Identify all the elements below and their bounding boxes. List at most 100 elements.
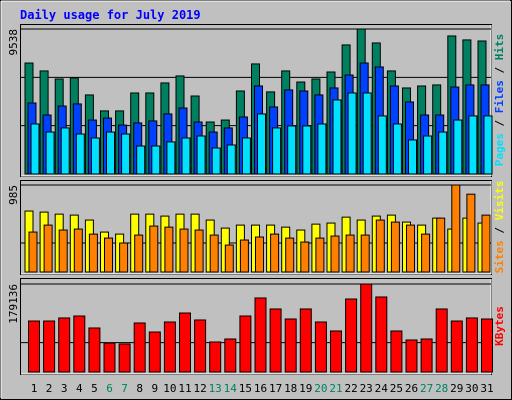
x-tick-label: 23 bbox=[360, 382, 373, 395]
x-tick-label: 21 bbox=[329, 382, 342, 395]
legend-entry: KBytes bbox=[493, 306, 506, 346]
bar bbox=[406, 224, 415, 273]
bar bbox=[465, 317, 478, 373]
x-tick-label: 20 bbox=[314, 382, 327, 395]
bar bbox=[28, 231, 38, 273]
bar bbox=[257, 113, 266, 175]
bar bbox=[179, 312, 191, 373]
chart-title: Daily usage for July 2019 bbox=[20, 8, 201, 22]
legend-entry: Sites bbox=[493, 240, 506, 273]
bar bbox=[362, 92, 372, 175]
x-tick-label: 24 bbox=[375, 382, 389, 395]
x-tick-label: 29 bbox=[450, 382, 463, 395]
x-tick-label: 30 bbox=[465, 382, 478, 395]
x-tick-label: 7 bbox=[121, 382, 128, 395]
bar bbox=[194, 229, 204, 273]
bar bbox=[315, 237, 325, 273]
bar bbox=[269, 308, 282, 373]
bar bbox=[75, 133, 85, 175]
bar bbox=[103, 342, 116, 373]
bar bbox=[90, 137, 100, 175]
bar bbox=[43, 320, 56, 373]
legend: Sites / Visits bbox=[493, 181, 506, 274]
y-tick-label: 179136 bbox=[7, 284, 20, 324]
bar bbox=[420, 338, 433, 373]
x-tick-label: 5 bbox=[91, 382, 98, 395]
bar bbox=[58, 229, 68, 273]
legend-entry: Files bbox=[493, 80, 506, 113]
bar bbox=[392, 123, 402, 175]
bar bbox=[375, 296, 388, 373]
bar bbox=[302, 125, 312, 175]
bar bbox=[450, 320, 463, 373]
bar bbox=[136, 145, 146, 175]
bar bbox=[272, 127, 282, 175]
x-tick-label: 18 bbox=[284, 382, 297, 395]
x-tick-label: 2 bbox=[46, 382, 53, 395]
bar bbox=[481, 214, 491, 273]
bar bbox=[287, 125, 297, 175]
bar bbox=[43, 224, 53, 273]
bar bbox=[164, 226, 174, 273]
bar bbox=[330, 330, 342, 373]
bar bbox=[73, 315, 86, 373]
bar bbox=[285, 237, 295, 273]
x-tick-label: 17 bbox=[269, 382, 282, 395]
x-tick-label: 27 bbox=[420, 382, 433, 395]
bar bbox=[118, 343, 131, 373]
bar bbox=[330, 235, 340, 273]
bar bbox=[299, 308, 312, 373]
legend-separator: / bbox=[493, 60, 506, 80]
legend-entry: Pages bbox=[493, 133, 506, 166]
y-tick-label: 9538 bbox=[7, 29, 20, 56]
x-tick-label: 14 bbox=[224, 382, 238, 395]
bar bbox=[106, 131, 115, 175]
x-tick-label: 19 bbox=[299, 382, 312, 395]
bar bbox=[438, 131, 448, 175]
bar bbox=[270, 233, 280, 273]
legend-separator: / bbox=[493, 220, 506, 240]
bar bbox=[163, 321, 176, 373]
bar bbox=[421, 233, 431, 273]
bar bbox=[148, 331, 161, 373]
bar bbox=[345, 298, 358, 373]
x-tick-label: 9 bbox=[151, 382, 158, 395]
bar bbox=[466, 193, 476, 273]
bar bbox=[423, 135, 433, 175]
x-tick-label: 6 bbox=[106, 382, 113, 395]
bar bbox=[239, 239, 249, 273]
x-tick-label: 28 bbox=[435, 382, 448, 395]
bar bbox=[435, 308, 448, 373]
bar bbox=[28, 320, 40, 373]
bar bbox=[88, 233, 98, 273]
bar bbox=[451, 184, 461, 273]
bar bbox=[241, 137, 251, 175]
legend-entry: Visits bbox=[493, 181, 506, 221]
bar bbox=[121, 133, 131, 175]
x-tick-label: 3 bbox=[61, 382, 68, 395]
bar bbox=[60, 127, 70, 175]
bar bbox=[30, 123, 40, 175]
bar bbox=[166, 141, 176, 175]
bar bbox=[179, 228, 189, 273]
bar bbox=[483, 115, 493, 175]
bar bbox=[375, 219, 385, 273]
bar bbox=[377, 115, 387, 175]
legend-entry: Hits bbox=[493, 34, 506, 61]
bar bbox=[211, 147, 221, 175]
bar bbox=[181, 137, 191, 175]
x-tick-label: 15 bbox=[239, 382, 252, 395]
bar bbox=[390, 221, 400, 273]
bar bbox=[88, 327, 101, 373]
x-tick-label: 11 bbox=[178, 382, 191, 395]
bar bbox=[224, 338, 237, 373]
bar bbox=[73, 228, 83, 273]
x-tick-label: 22 bbox=[344, 382, 357, 395]
bar bbox=[317, 123, 327, 175]
bar bbox=[226, 144, 236, 175]
x-tick-label: 25 bbox=[390, 382, 403, 395]
bar bbox=[209, 234, 219, 273]
bar bbox=[408, 139, 417, 175]
bar bbox=[133, 322, 146, 373]
